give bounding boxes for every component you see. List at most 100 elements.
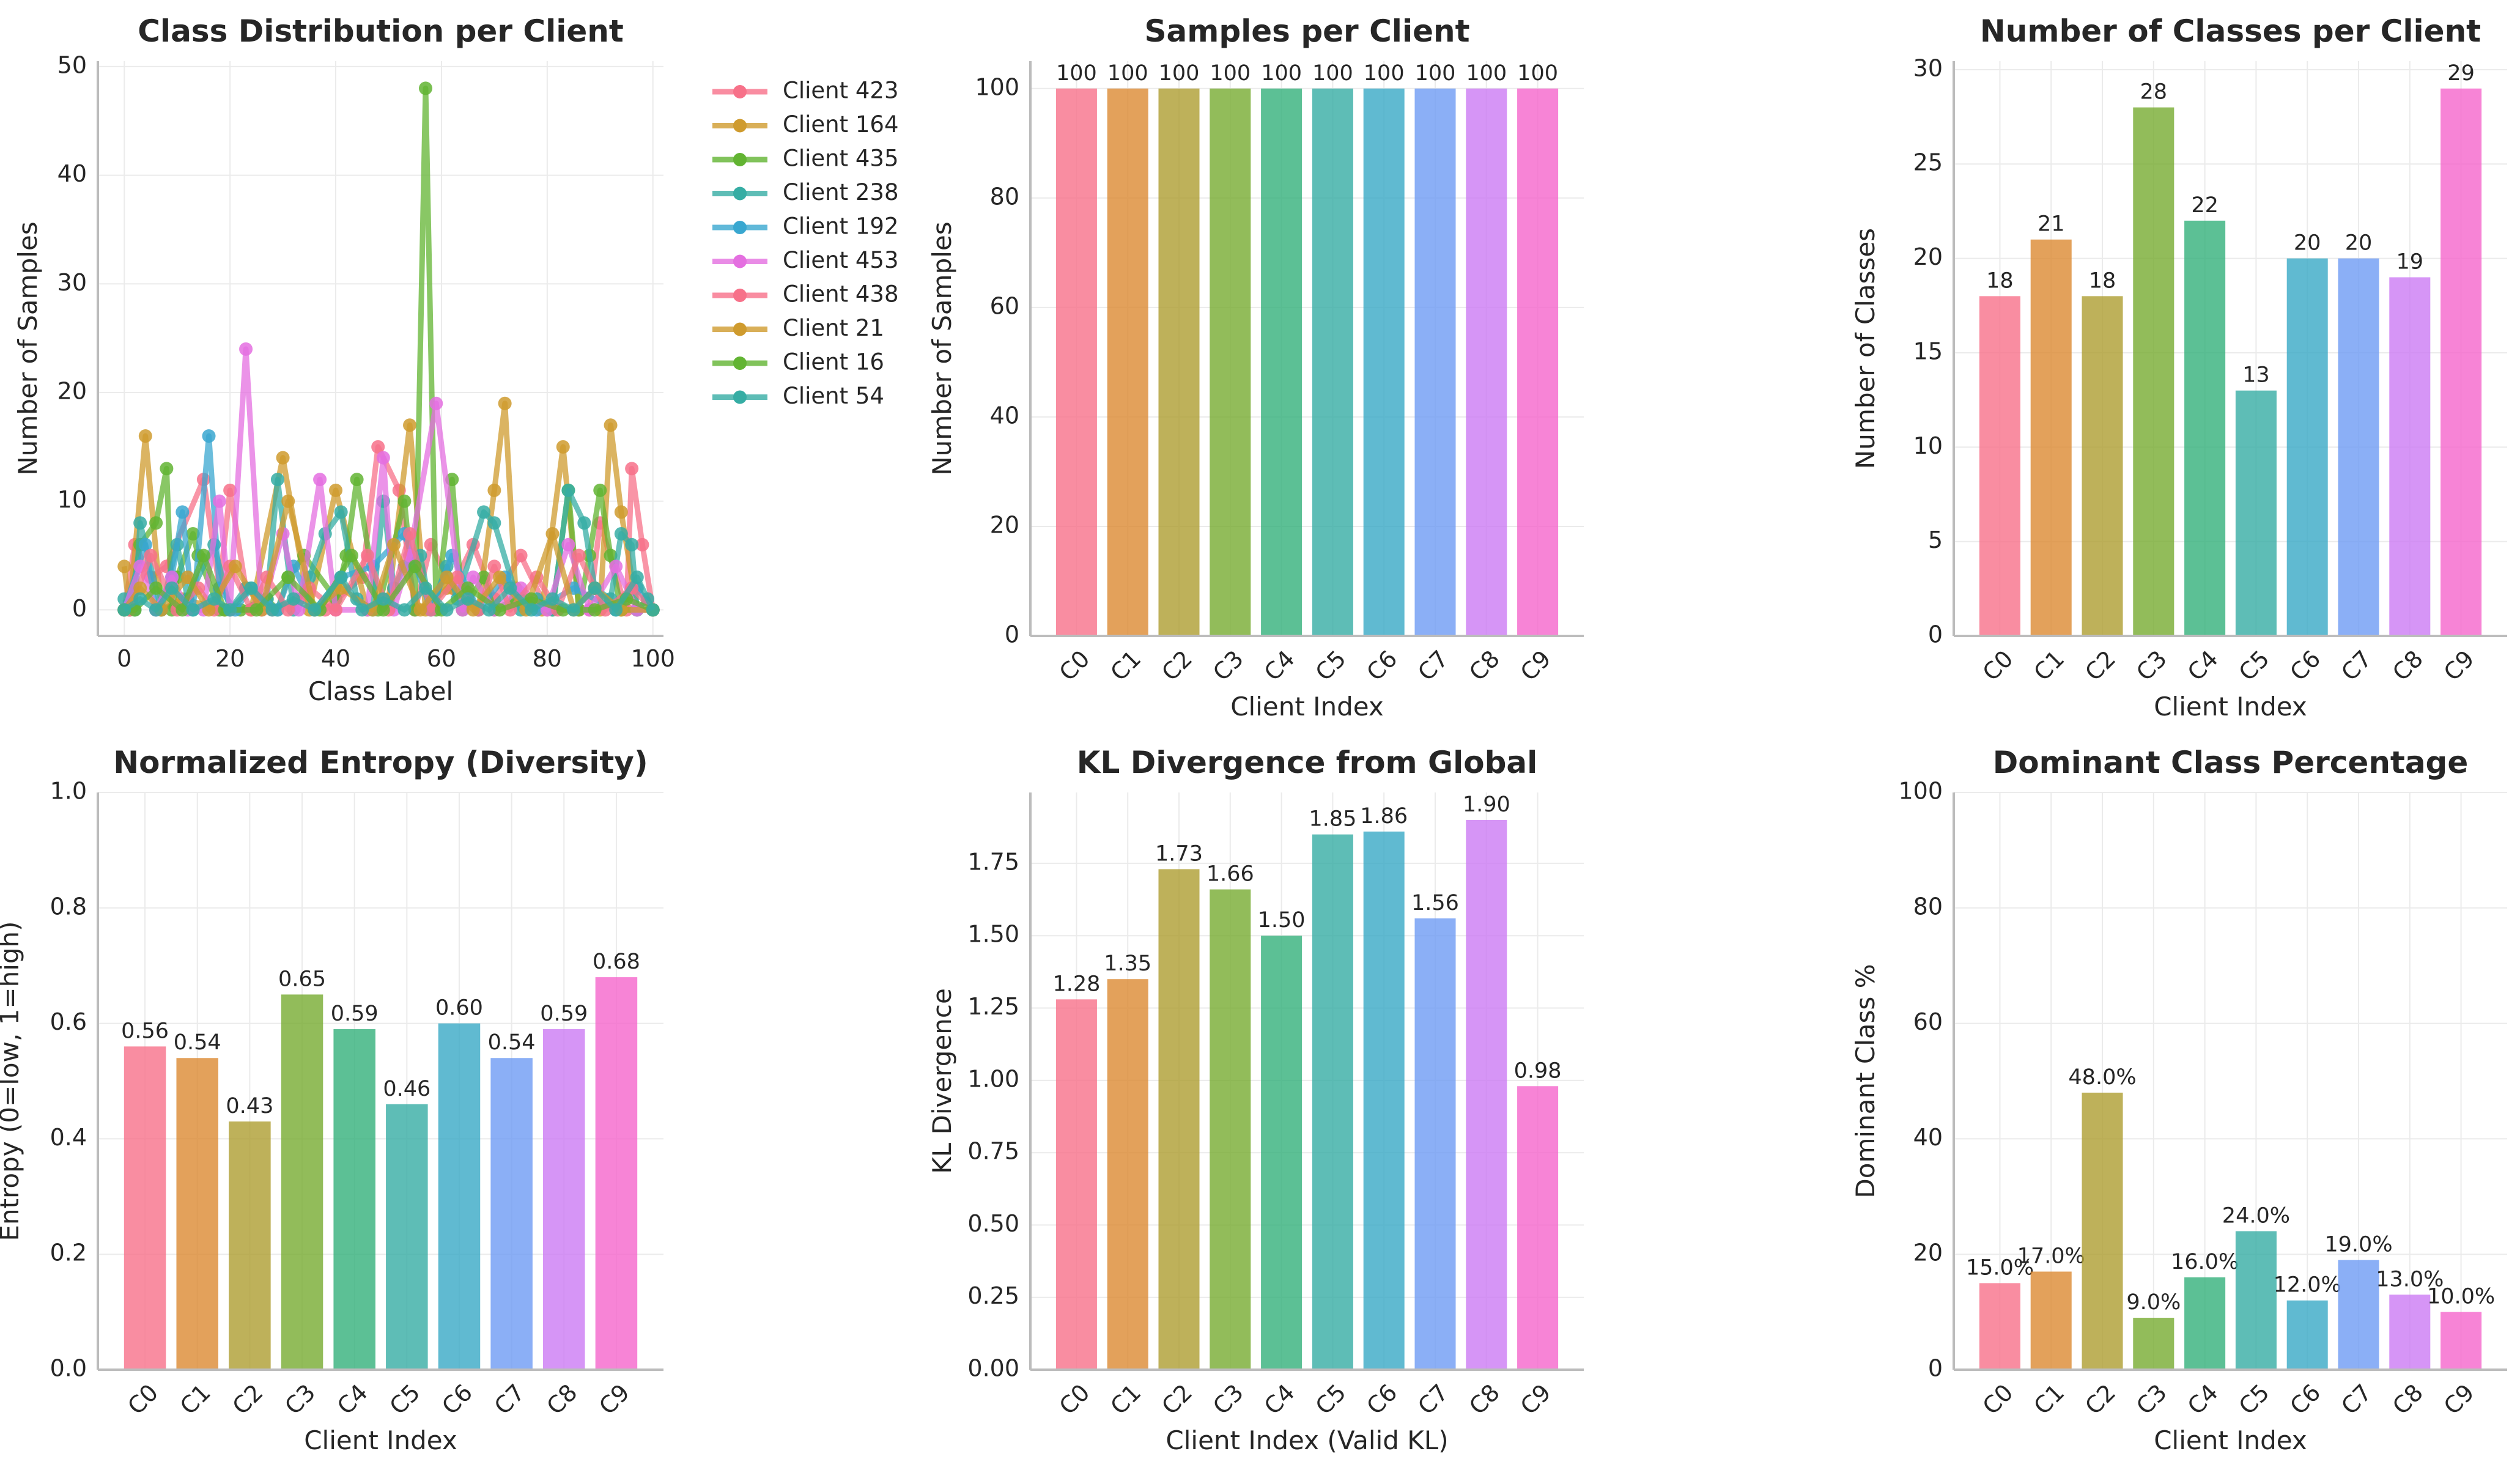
data-point <box>160 462 174 476</box>
data-point <box>387 537 401 552</box>
x-tick-label: C8 <box>1464 645 1505 686</box>
y-tick-label: 80 <box>1913 893 1943 920</box>
data-point <box>646 603 660 617</box>
data-point <box>403 526 417 541</box>
data-point <box>577 516 591 530</box>
bar-c0 <box>1055 88 1097 636</box>
data-point <box>212 494 226 508</box>
x-axis-label: Class Label <box>308 676 453 706</box>
y-tick-label: 0 <box>1928 621 1943 648</box>
y-tick-label: 20 <box>1913 243 1943 270</box>
x-tick-label: C5 <box>385 1379 426 1420</box>
legend-marker <box>733 254 747 268</box>
data-point <box>329 603 343 617</box>
y-tick-label: 20 <box>1913 1239 1943 1266</box>
data-point <box>413 603 427 617</box>
data-point <box>482 603 496 617</box>
data-point <box>239 342 253 356</box>
data-point <box>461 581 475 595</box>
legend-marker <box>733 187 747 201</box>
chart-panel-2: Number of Classes per Client 18 C0 21 C1 18 C2… <box>1850 13 2507 722</box>
data-point <box>223 483 237 497</box>
legend-entry: Client 164 <box>783 111 899 138</box>
bar-c6 <box>2286 1300 2328 1370</box>
bar-value-label: 100 <box>1261 61 1302 86</box>
y-tick-label: 60 <box>990 292 1019 319</box>
data-point <box>397 494 412 508</box>
bar-c7 <box>1414 918 1456 1370</box>
data-point <box>604 548 618 563</box>
data-point <box>487 560 501 574</box>
x-tick-label: C0 <box>1054 1379 1095 1420</box>
x-tick-label: C1 <box>1105 645 1146 686</box>
x-tick-label: C8 <box>2387 645 2428 686</box>
data-point <box>176 505 190 519</box>
data-point <box>286 592 300 606</box>
bar-c9 <box>2441 1312 2482 1370</box>
y-tick-label: 0.75 <box>967 1138 1019 1165</box>
bar-value-label: 0.65 <box>278 967 326 991</box>
legend-marker <box>733 153 747 166</box>
bar-value-label: 1.56 <box>1411 891 1459 915</box>
data-point <box>117 603 131 617</box>
bar-value-label: 1.90 <box>1463 792 1510 817</box>
bar-value-label: 1.86 <box>1360 804 1408 829</box>
y-tick-label: 1.25 <box>967 993 1019 1020</box>
bar-value-label: 1.73 <box>1155 841 1203 866</box>
data-point <box>223 603 237 617</box>
data-point <box>117 560 131 574</box>
data-point <box>593 483 607 497</box>
bar-c0 <box>1979 1283 2020 1370</box>
data-point <box>487 483 501 497</box>
y-tick-label: 0 <box>72 595 87 622</box>
bar-c8 <box>2389 277 2431 636</box>
bar-c6 <box>1363 831 1405 1370</box>
bar-value-label: 18 <box>1986 268 2014 293</box>
y-axis-label: Entropy (0=low, 1=high) <box>0 921 24 1241</box>
chart-panel-4: KL Divergence from Global 1.28 C0 1.35 C1 1.7… <box>927 745 1584 1455</box>
y-tick-label: 0.6 <box>50 1008 87 1035</box>
data-point <box>440 603 454 617</box>
bar-value-label: 13 <box>2242 363 2270 388</box>
bar-c3 <box>2133 107 2175 636</box>
bar-value-label: 100 <box>1210 61 1251 86</box>
bar-c8 <box>543 1029 585 1370</box>
data-point <box>196 548 210 563</box>
data-point <box>244 581 258 595</box>
chart-panel-1: Samples per Client 100 C0 100 C1 100 C2 100 C3 10… <box>927 13 1584 722</box>
x-axis-label: Client Index <box>2154 1425 2307 1455</box>
data-point <box>207 592 221 606</box>
x-tick-label: C1 <box>175 1379 216 1420</box>
legend-entry: Client 453 <box>783 247 899 273</box>
bar-value-label: 16.0% <box>2171 1250 2239 1274</box>
bar-value-label: 1.28 <box>1052 972 1100 996</box>
x-tick-label: C9 <box>1515 1379 1556 1420</box>
bar-c7 <box>2338 258 2379 636</box>
bar-c1 <box>2030 239 2072 637</box>
x-tick-label: C6 <box>1361 1379 1402 1420</box>
x-tick-label: C9 <box>2439 645 2480 686</box>
x-tick-label: C6 <box>1361 645 1402 686</box>
y-tick-label: 1.50 <box>967 921 1019 948</box>
bar-c1 <box>1107 88 1148 636</box>
data-point <box>604 418 618 432</box>
legend-marker <box>733 221 747 234</box>
x-tick-label: C2 <box>1156 645 1197 686</box>
series-client-54 <box>117 571 660 617</box>
data-point <box>186 603 200 617</box>
bar-value-label: 0.46 <box>383 1077 430 1101</box>
legend-marker <box>733 390 747 404</box>
x-tick-label: C6 <box>2285 645 2326 686</box>
data-point <box>614 505 628 519</box>
data-point <box>149 603 163 617</box>
x-tick-label: C0 <box>1978 1379 2019 1420</box>
x-tick-label: C5 <box>2234 1379 2275 1420</box>
bar-c5 <box>2235 1231 2277 1370</box>
x-tick-label: 20 <box>215 645 245 672</box>
y-tick-label: 50 <box>57 51 87 78</box>
bar-value-label: 0.60 <box>435 996 483 1021</box>
bar-value-label: 1.50 <box>1258 908 1306 933</box>
x-tick-label: C3 <box>1208 645 1249 686</box>
bar-value-label: 24.0% <box>2222 1203 2290 1228</box>
